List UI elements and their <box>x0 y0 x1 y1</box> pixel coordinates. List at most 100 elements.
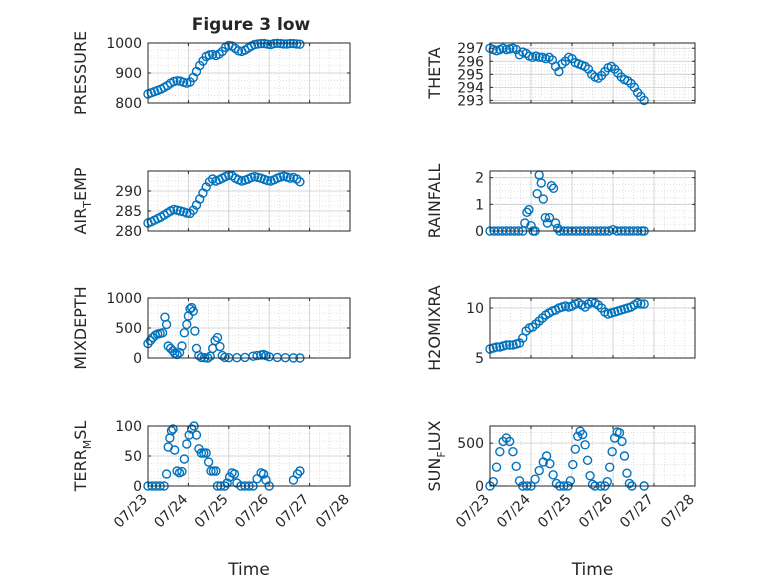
subplot-air_temp: 280 285 290 AIRTEMP <box>71 167 351 240</box>
data-point <box>540 212 551 223</box>
data-point <box>550 218 561 228</box>
y-axis-label-text: MIXDEPTH <box>71 286 90 369</box>
data-point <box>172 466 182 476</box>
data-point <box>636 299 646 309</box>
data-point <box>161 469 172 479</box>
y-tick-label: 0 <box>133 479 142 495</box>
x-axis-label: Time <box>227 560 270 580</box>
data-point <box>201 448 211 458</box>
data-point <box>580 440 590 450</box>
y-axis-label: PRESSURE <box>71 31 90 115</box>
data-point <box>552 223 563 234</box>
y-axis-label-text: SUN <box>425 458 444 492</box>
data-point <box>275 38 286 49</box>
data-point <box>548 183 559 194</box>
data-point <box>504 340 515 350</box>
data-point <box>184 430 194 440</box>
axes-box <box>489 425 696 487</box>
y-tick-label: 0 <box>133 351 142 367</box>
y-tick-label: 2 <box>475 171 484 187</box>
data-point <box>639 95 649 106</box>
y-tick-label: 800 <box>115 96 142 112</box>
data-point <box>495 447 505 457</box>
y-tick-label: 0 <box>475 479 484 495</box>
y-axis-label-text: TERR <box>71 449 90 492</box>
y-tick-label: 100 <box>115 419 142 435</box>
data-point <box>614 428 625 438</box>
data-point <box>215 341 225 352</box>
y-tick-label: 296 <box>457 54 484 70</box>
data-point <box>177 466 187 477</box>
data-point <box>211 466 221 476</box>
subplot-h2omixra: 5 10 H2OMIXRA <box>425 285 696 371</box>
data-point <box>605 462 615 472</box>
x-axis-label: Time <box>571 560 614 580</box>
y-tick-label: 1000 <box>106 291 142 307</box>
y-axis-label: RAINFALL <box>425 164 444 239</box>
data-point <box>179 454 190 464</box>
data-point <box>182 439 192 449</box>
data-point <box>520 218 530 228</box>
data-point <box>541 451 552 461</box>
data-point <box>285 38 295 49</box>
data-point <box>568 459 578 470</box>
y-axis-label-text: AIR <box>71 208 90 235</box>
data-point <box>532 188 542 199</box>
y-tick-label: 500 <box>457 436 484 452</box>
data-point <box>536 178 546 188</box>
y-tick-label: 294 <box>457 80 484 96</box>
data-point <box>191 430 202 440</box>
y-tick-label: 10 <box>466 301 484 317</box>
data-point <box>169 445 180 455</box>
data-point <box>217 350 228 361</box>
y-tick-label: 50 <box>124 449 142 465</box>
subplot-mixdepth: 0 500 1000 MIXDEPTH <box>71 286 351 370</box>
data-point <box>188 306 198 316</box>
data-point <box>534 52 544 63</box>
data-point <box>639 299 649 309</box>
y-axis-label: THETA <box>425 47 444 99</box>
data-point <box>295 466 305 476</box>
data-point <box>538 194 548 204</box>
data-point <box>222 478 232 488</box>
data-point <box>524 204 534 215</box>
y-axis-label-text: THETA <box>425 47 444 99</box>
data-point <box>157 328 168 338</box>
data-point <box>295 177 305 187</box>
subplot-pressure: 800 900 1000 PRESSURE <box>71 31 351 115</box>
data-point <box>546 180 557 191</box>
y-tick-label: 5 <box>475 351 484 367</box>
y-tick-label: 293 <box>457 93 484 109</box>
y-tick-label: 285 <box>115 204 142 220</box>
y-axis-label-subscript: F <box>435 451 448 457</box>
data-point <box>177 341 187 351</box>
data-point <box>607 447 617 457</box>
data-point <box>161 319 172 330</box>
y-axis-label: MIXDEPTH <box>71 286 90 369</box>
y-tick-label: 500 <box>115 321 142 337</box>
data-point <box>534 465 544 476</box>
data-point <box>624 478 635 489</box>
data-point <box>194 350 204 361</box>
data-point <box>617 436 627 447</box>
data-point <box>172 76 182 86</box>
data-point <box>292 469 303 479</box>
data-point <box>504 436 515 447</box>
y-axis-label-text: RAINFALL <box>425 164 444 239</box>
figure-title: Figure 3 low <box>192 15 311 35</box>
data-point <box>253 39 263 49</box>
y-tick-label: 1 <box>475 197 484 213</box>
data-point <box>295 39 305 49</box>
data-point <box>163 341 173 351</box>
data-point <box>185 208 195 219</box>
data-point <box>282 39 292 49</box>
y-axis-label-suffix: LUX <box>425 420 444 451</box>
y-tick-label: 280 <box>115 224 142 240</box>
data-point <box>511 461 521 471</box>
data-point <box>288 38 299 49</box>
data-point <box>545 459 555 469</box>
data-point <box>501 340 512 350</box>
